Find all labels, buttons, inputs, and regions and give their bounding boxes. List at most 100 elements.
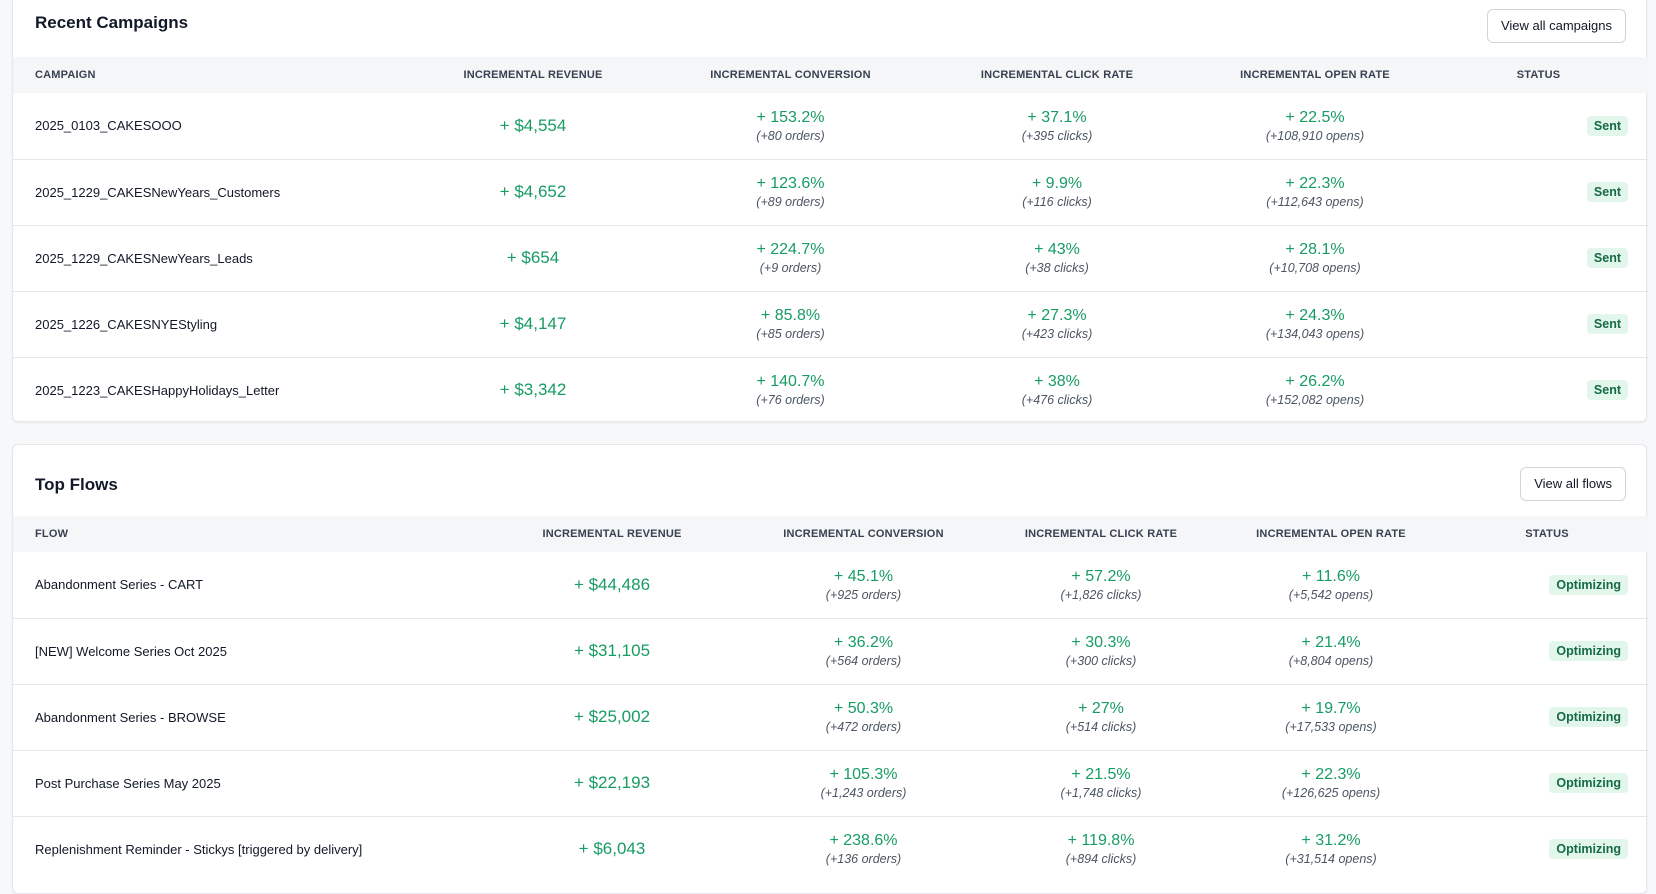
table-row[interactable]: Post Purchase Series May 2025 + $22,193 + … <box>13 750 1648 816</box>
open-rate-cell: + 11.6% (+5,542 opens) <box>1216 552 1446 618</box>
status-cell: Sent <box>1429 291 1648 357</box>
incremental-conversion-value: + 50.3% <box>833 700 894 717</box>
table-header-row: CAMPAIGN INCREMENTAL REVENUE INCREMENTAL… <box>13 57 1648 93</box>
opens-count: (+134,043 opens) <box>1265 327 1365 341</box>
open-rate-cell: + 26.2% (+152,082 opens) <box>1201 357 1429 423</box>
open-rate-cell: + 24.3% (+134,043 opens) <box>1201 291 1429 357</box>
incremental-open-rate-value: + 26.2% <box>1285 373 1345 391</box>
column-header-incremental-click-rate[interactable]: INCREMENTAL CLICK RATE <box>980 69 1134 81</box>
status-badge: Optimizing <box>1549 641 1628 661</box>
row-name[interactable]: Replenishment Reminder - Stickys [trigge… <box>35 841 363 857</box>
click-rate-cell: + 21.5% (+1,748 clicks) <box>986 750 1216 816</box>
opens-count: (+152,082 opens) <box>1265 393 1365 408</box>
status-cell: Optimizing <box>1446 618 1648 684</box>
incremental-click-rate-value: + 27.3% <box>1027 307 1087 324</box>
row-name[interactable]: 2025_1226_CAKESNYEStyling <box>35 316 218 332</box>
column-header-status[interactable]: STATUS <box>1525 528 1569 540</box>
open-rate-cell: + 22.3% (+112,643 opens) <box>1201 159 1429 225</box>
status-badge: Sent <box>1586 380 1628 401</box>
status-cell: Optimizing <box>1446 750 1648 816</box>
orders-count: (+9 orders) <box>759 261 822 275</box>
incremental-revenue-value: + $654 <box>506 248 560 267</box>
conversion-cell: + 123.6% (+89 orders) <box>668 159 913 225</box>
table-row[interactable]: Abandonment Series - CART + $44,486 + 45.1… <box>13 552 1648 618</box>
incremental-conversion-value: + 105.3% <box>829 766 898 783</box>
column-header-incremental-conversion[interactable]: INCREMENTAL CONVERSION <box>710 69 871 81</box>
open-rate-cell: + 22.3% (+126,625 opens) <box>1216 750 1446 816</box>
column-header-incremental-open-rate[interactable]: INCREMENTAL OPEN RATE <box>1256 528 1406 540</box>
conversion-cell: + 238.6% (+136 orders) <box>741 816 986 882</box>
orders-count: (+136 orders) <box>825 852 902 867</box>
row-name[interactable]: Abandonment Series - BROWSE <box>35 709 226 725</box>
click-rate-cell: + 38% (+476 clicks) <box>913 357 1201 423</box>
row-name[interactable]: Post Purchase Series May 2025 <box>35 775 221 791</box>
opens-count: (+17,533 opens) <box>1285 720 1377 734</box>
table-row[interactable]: Abandonment Series - BROWSE + $25,002 + 50… <box>13 684 1648 750</box>
incremental-conversion-value: + 153.2% <box>756 108 825 126</box>
incremental-conversion-value: + 45.1% <box>833 567 894 585</box>
clicks-count: (+476 clicks) <box>1021 393 1093 408</box>
column-header-status[interactable]: STATUS <box>1516 69 1561 81</box>
campaigns-table: CAMPAIGN INCREMENTAL REVENUE INCREMENTAL… <box>13 57 1648 423</box>
status-badge: Optimizing <box>1549 773 1628 793</box>
open-rate-cell: + 19.7% (+17,533 opens) <box>1216 684 1446 750</box>
revenue-cell: + $25,002 <box>483 684 741 750</box>
orders-count: (+472 orders) <box>825 720 902 734</box>
conversion-cell: + 153.2% (+80 orders) <box>668 93 913 159</box>
table-row[interactable]: 2025_1223_CAKESHappyHolidays_Letter + $3,… <box>13 357 1648 423</box>
row-name[interactable]: [NEW] Welcome Series Oct 2025 <box>35 643 227 659</box>
incremental-open-rate-value: + 21.4% <box>1301 634 1361 651</box>
row-name[interactable]: 2025_0103_CAKESOOO <box>35 118 182 134</box>
incremental-conversion-value: + 140.7% <box>756 373 825 391</box>
column-header-incremental-open-rate[interactable]: INCREMENTAL OPEN RATE <box>1240 69 1390 81</box>
table-row[interactable]: 2025_1229_CAKESNewYears_Leads + $654 + 224… <box>13 225 1648 291</box>
conversion-cell: + 140.7% (+76 orders) <box>668 357 913 423</box>
incremental-revenue-value: + $31,105 <box>573 641 651 660</box>
status-badge: Optimizing <box>1549 839 1628 860</box>
status-badge: Sent <box>1586 248 1628 268</box>
incremental-conversion-value: + 238.6% <box>829 832 898 850</box>
click-rate-cell: + 30.3% (+300 clicks) <box>986 618 1216 684</box>
status-cell: Sent <box>1429 93 1648 159</box>
column-header-flow[interactable]: FLOW <box>35 528 69 540</box>
revenue-cell: + $6,043 <box>483 816 741 882</box>
incremental-click-rate-value: + 119.8% <box>1067 832 1135 850</box>
clicks-count: (+116 clicks) <box>1022 195 1092 209</box>
row-name[interactable]: 2025_1229_CAKESNewYears_Leads <box>35 250 253 266</box>
view-all-campaigns-button[interactable]: View all campaigns <box>1486 9 1626 43</box>
column-header-incremental-revenue[interactable]: INCREMENTAL REVENUE <box>463 69 603 81</box>
status-cell: Optimizing <box>1446 816 1648 882</box>
column-header-incremental-click-rate[interactable]: INCREMENTAL CLICK RATE <box>1024 528 1178 540</box>
click-rate-cell: + 9.9% (+116 clicks) <box>913 159 1201 225</box>
table-row[interactable]: [NEW] Welcome Series Oct 2025 + $31,105 + … <box>13 618 1648 684</box>
table-row[interactable]: Replenishment Reminder - Stickys [trigge… <box>13 816 1648 882</box>
row-name[interactable]: 2025_1223_CAKESHappyHolidays_Letter <box>35 382 280 398</box>
revenue-cell: + $31,105 <box>483 618 741 684</box>
table-row[interactable]: 2025_0103_CAKESOOO + $4,554 + 153.2% (+80 o… <box>13 93 1648 159</box>
status-cell: Sent <box>1429 357 1648 423</box>
incremental-conversion-value: + 36.2% <box>833 634 894 651</box>
click-rate-cell: + 27% (+514 clicks) <box>986 684 1216 750</box>
incremental-click-rate-value: + 9.9% <box>1031 175 1083 192</box>
view-all-flows-button[interactable]: View all flows <box>1520 467 1626 501</box>
column-header-campaign[interactable]: CAMPAIGN <box>35 69 96 81</box>
incremental-click-rate-value: + 30.3% <box>1071 634 1131 651</box>
table-row[interactable]: 2025_1229_CAKESNewYears_Customers + $4,65… <box>13 159 1648 225</box>
row-name[interactable]: Abandonment Series - CART <box>35 577 204 593</box>
row-name[interactable]: 2025_1229_CAKESNewYears_Customers <box>35 184 281 200</box>
table-row[interactable]: 2025_1226_CAKESNYEStyling + $4,147 + 85.8%… <box>13 291 1648 357</box>
status-badge: Sent <box>1586 115 1628 136</box>
orders-count: (+76 orders) <box>756 393 825 408</box>
table-header-row: FLOW INCREMENTAL REVENUE INCREMENTAL CON… <box>13 516 1648 552</box>
incremental-click-rate-value: + 27% <box>1078 700 1124 717</box>
incremental-click-rate-value: + 38% <box>1034 373 1080 391</box>
status-cell: Optimizing <box>1446 552 1648 618</box>
conversion-cell: + 105.3% (+1,243 orders) <box>741 750 986 816</box>
open-rate-cell: + 21.4% (+8,804 opens) <box>1216 618 1446 684</box>
status-cell: Sent <box>1429 159 1648 225</box>
column-header-incremental-conversion[interactable]: INCREMENTAL CONVERSION <box>783 528 944 540</box>
top-flows-card: Top Flows View all flows FLOW INCREMENTA… <box>12 444 1648 894</box>
revenue-cell: + $4,652 <box>398 159 668 225</box>
revenue-cell: + $22,193 <box>483 750 741 816</box>
column-header-incremental-revenue[interactable]: INCREMENTAL REVENUE <box>542 528 682 540</box>
